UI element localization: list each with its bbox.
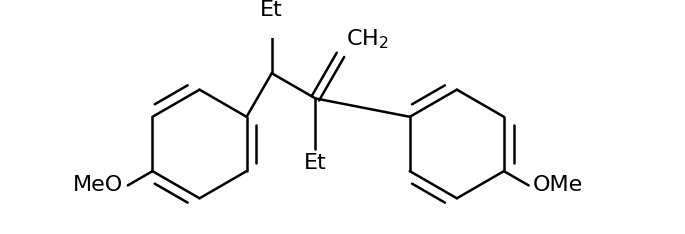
Text: OMe: OMe bbox=[533, 176, 584, 195]
Text: Et: Et bbox=[260, 0, 283, 20]
Text: Et: Et bbox=[304, 153, 327, 173]
Text: MeO: MeO bbox=[73, 176, 123, 195]
Text: CH$_2$: CH$_2$ bbox=[346, 27, 389, 51]
